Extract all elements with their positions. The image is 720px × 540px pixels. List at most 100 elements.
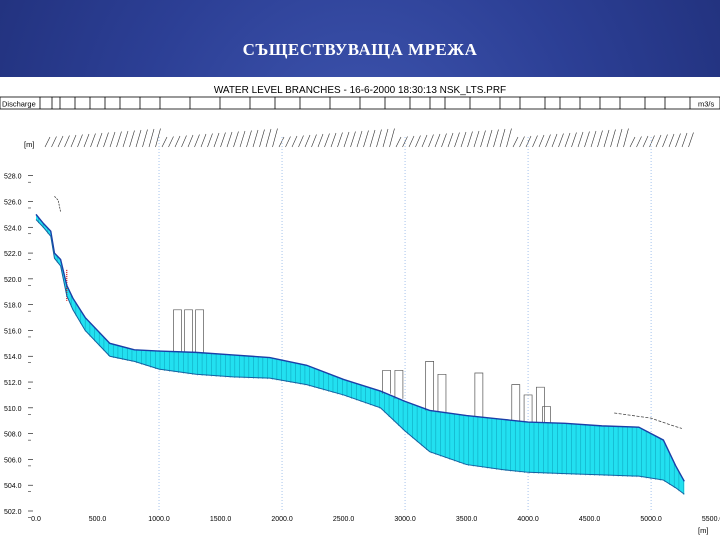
node-label-mark xyxy=(564,132,571,148)
node-label-mark xyxy=(571,132,577,148)
node-label-mark xyxy=(454,132,460,148)
y-tick-label: 512.0 xyxy=(4,380,22,387)
node-label-mark xyxy=(77,134,83,148)
node-label-mark xyxy=(636,136,642,148)
chart-title: WATER LEVEL BRANCHES - 16-6-2000 18:30:1… xyxy=(214,85,506,96)
node-label-mark xyxy=(64,135,70,148)
node-label-mark xyxy=(109,131,116,148)
node-label-mark xyxy=(259,129,265,148)
node-label-mark xyxy=(226,131,233,148)
node-label-mark xyxy=(213,132,220,148)
y-tick-label: 516.0 xyxy=(4,328,22,335)
node-label-mark xyxy=(545,134,551,148)
node-label-mark xyxy=(129,130,135,148)
node-label-mark xyxy=(96,132,103,148)
node-label-mark xyxy=(135,129,142,148)
node-label-mark xyxy=(272,128,278,148)
node-label-mark xyxy=(603,129,610,148)
node-label-mark xyxy=(662,134,668,148)
node-label-mark xyxy=(408,135,415,148)
node-label-mark xyxy=(649,135,655,148)
node-label-mark xyxy=(246,130,252,148)
x-tick-label: 5500.0 xyxy=(702,516,720,523)
structure-outline xyxy=(382,370,391,394)
node-label-mark xyxy=(285,136,291,148)
node-label-mark xyxy=(265,128,272,148)
node-label-mark xyxy=(428,134,434,148)
y-axis: 502.0 504.0 506.0 508.0 510.0 512.0 514.0 516.0… xyxy=(4,174,33,518)
node-label-mark xyxy=(239,130,246,148)
grid xyxy=(158,137,652,511)
bed-level-line xyxy=(35,219,685,495)
node-label-mark xyxy=(688,132,694,148)
structure-outline xyxy=(474,372,484,417)
node-label-mark xyxy=(512,136,519,148)
y-tick-label: 510.0 xyxy=(4,406,22,413)
x-tick-label: 500.0 xyxy=(89,516,107,523)
node-label-mark xyxy=(155,128,161,148)
x-tick-label: 1500.0 xyxy=(210,516,232,523)
node-label-mark xyxy=(623,128,629,148)
node-label-mark xyxy=(343,131,350,148)
structure-outline xyxy=(511,384,521,421)
node-label-mark xyxy=(103,132,109,148)
node-label-mark xyxy=(207,133,213,148)
node-label-mark xyxy=(629,136,636,148)
upper-bank-end xyxy=(614,412,682,429)
node-label-mark xyxy=(376,129,382,148)
node-label-mark xyxy=(90,133,96,148)
y-tick-label: 508.0 xyxy=(4,432,22,439)
structures xyxy=(173,309,551,423)
structure-outline xyxy=(542,406,551,423)
node-label-mark xyxy=(363,130,369,148)
node-label-mark xyxy=(291,135,298,148)
node-label-mark xyxy=(298,135,304,148)
node-label-mark xyxy=(389,128,395,148)
structure-outline xyxy=(173,309,182,352)
node-label-mark xyxy=(558,133,564,148)
y-tick-label: 524.0 xyxy=(4,225,22,232)
node-label-mark xyxy=(525,135,532,148)
node-label-mark xyxy=(317,133,324,148)
y-tick-label: 506.0 xyxy=(4,457,22,464)
structure-outline xyxy=(394,370,404,399)
node-label-mark xyxy=(480,130,486,148)
y-tick-label: 528.0 xyxy=(4,174,22,181)
structure-outline xyxy=(425,361,435,411)
structure-outline xyxy=(437,373,447,413)
node-label-mark xyxy=(181,135,187,148)
upper-bank-start xyxy=(54,196,61,212)
node-label-mark xyxy=(330,132,337,148)
node-label-mark xyxy=(356,130,363,148)
node-label-mark xyxy=(616,128,623,148)
node-label-mark xyxy=(668,133,675,148)
node-label-mark xyxy=(187,134,194,148)
node-label-mark xyxy=(460,131,467,148)
node-label-mark xyxy=(350,131,356,148)
structure-outline xyxy=(195,309,204,353)
node-label-mark xyxy=(161,136,168,148)
x-tick-label: 0.0 xyxy=(31,516,41,523)
node-label-mark xyxy=(194,134,200,148)
node-label-mark xyxy=(447,132,454,148)
node-label-mark xyxy=(655,134,662,148)
node-label-mark xyxy=(675,133,681,148)
y-tick-label: 514.0 xyxy=(4,354,22,361)
node-label-mark xyxy=(395,136,402,148)
node-label-mark xyxy=(148,128,155,148)
node-label-mark xyxy=(142,129,148,148)
y-tick-label: 518.0 xyxy=(4,303,22,310)
node-label-mark xyxy=(486,129,493,148)
water-area xyxy=(36,214,685,495)
structure-outline xyxy=(523,394,533,423)
node-label-mark xyxy=(116,131,122,148)
node-label-mark xyxy=(278,136,285,148)
branch-node-labels xyxy=(44,128,694,148)
node-label-mark xyxy=(584,131,590,148)
node-label-mark xyxy=(324,133,330,148)
node-label-mark xyxy=(311,134,317,148)
chart-panel: WATER LEVEL BRANCHES - 16-6-2000 18:30:1… xyxy=(0,77,720,540)
x-axis: 0.0 500.0 1000.0 1500.0 2000.0 2500.0 3000.0 35… xyxy=(31,516,720,523)
node-label-mark xyxy=(551,133,558,148)
water-level-line xyxy=(35,213,685,482)
